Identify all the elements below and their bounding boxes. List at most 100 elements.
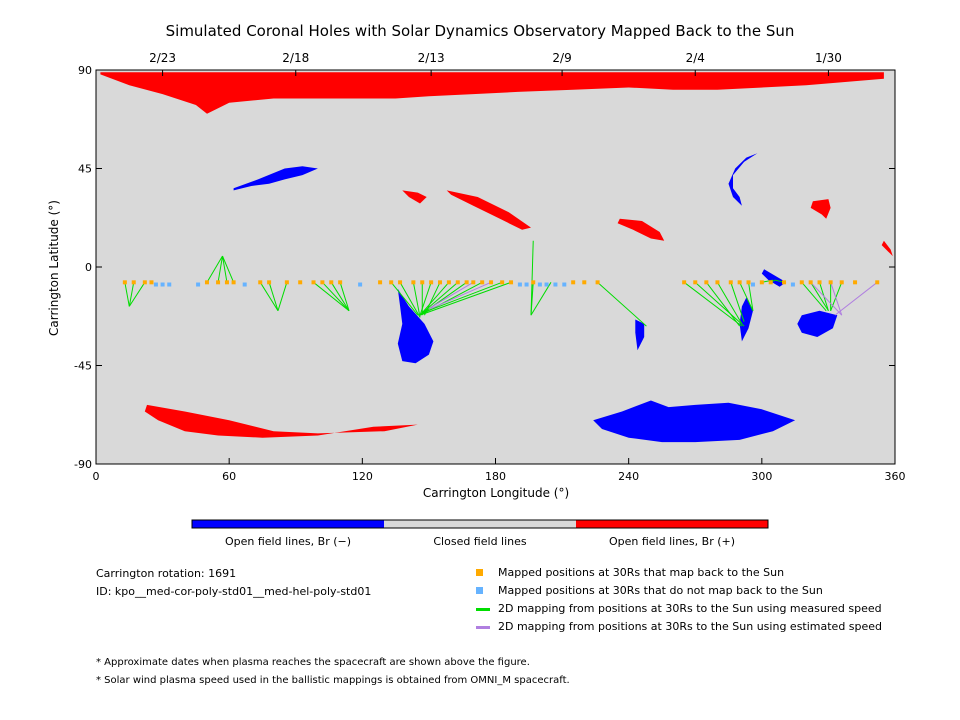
- point-mapped-back: [509, 280, 514, 285]
- x-tick-label: 300: [751, 470, 772, 483]
- point-mapped-back: [489, 280, 494, 285]
- coronal-hole-positive: [446, 190, 531, 230]
- mapping-line-measured: [313, 281, 350, 312]
- point-mapped-back: [420, 280, 425, 285]
- mapping-line-measured: [739, 282, 754, 311]
- mapping-line-measured: [810, 282, 829, 312]
- point-mapped-back: [853, 280, 858, 285]
- mapping-line-measured: [339, 282, 350, 311]
- y-tick-label: 90: [78, 64, 92, 77]
- point-mapped-back: [737, 280, 742, 285]
- coronal-hole-negative: [233, 166, 318, 191]
- point-mapped-back: [411, 280, 416, 285]
- point-mapped-back: [338, 280, 343, 285]
- mapping-line-estimated: [430, 281, 492, 310]
- point-not-mapped: [544, 282, 549, 287]
- mapping-line-measured: [421, 281, 459, 314]
- point-not-mapped: [358, 282, 363, 287]
- x-tick-label: 0: [93, 470, 100, 483]
- chart-title: Simulated Coronal Holes with Solar Dynam…: [165, 22, 795, 40]
- point-mapped-back: [500, 280, 505, 285]
- point-mapped-back: [216, 280, 221, 285]
- coronal-hole-positive: [100, 72, 884, 114]
- coronal-hole-positive: [881, 240, 893, 257]
- point-mapped-back: [704, 280, 709, 285]
- x-tick-label: 360: [885, 470, 906, 483]
- y-tick-label: -45: [74, 360, 92, 373]
- point-not-mapped: [242, 282, 247, 287]
- point-mapped-back: [799, 280, 804, 285]
- point-mapped-back: [571, 280, 576, 285]
- point-mapped-back: [817, 280, 822, 285]
- x-axis-label: Carrington Longitude (°): [422, 486, 570, 500]
- mapping-line-estimated: [810, 281, 843, 316]
- mapping-line-estimated: [834, 281, 878, 316]
- point-mapped-back: [429, 280, 434, 285]
- point-mapped-back: [875, 280, 880, 285]
- mapping-line-measured: [705, 282, 741, 327]
- coronal-hole-positive: [810, 199, 831, 219]
- point-mapped-back: [131, 280, 136, 285]
- mapping-line-measured: [422, 281, 503, 314]
- point-mapped-back: [298, 280, 303, 285]
- coronal-hole-negative: [739, 297, 753, 342]
- point-mapped-back: [438, 280, 443, 285]
- point-mapped-back: [378, 280, 383, 285]
- point-not-mapped: [167, 282, 172, 287]
- point-mapped-back: [455, 280, 460, 285]
- mapping-line-measured: [399, 282, 421, 318]
- colorbar-segment: [576, 520, 768, 528]
- legend-swatch-measured-speed: [476, 608, 490, 611]
- colorbar-segment: [384, 520, 576, 528]
- point-mapped-back: [582, 280, 587, 285]
- mapping-line-measured: [268, 282, 279, 311]
- point-mapped-back: [531, 280, 536, 285]
- mapping-line-measured: [419, 281, 512, 316]
- top-date-label: 2/23: [149, 51, 176, 65]
- point-mapped-back: [839, 280, 844, 285]
- top-date-label: 1/30: [815, 51, 842, 65]
- mapping-line-measured: [222, 255, 235, 283]
- point-mapped-back: [682, 280, 687, 285]
- point-mapped-back: [224, 280, 229, 285]
- x-tick-label: 60: [222, 470, 236, 483]
- point-mapped-back: [320, 280, 325, 285]
- point-not-mapped: [160, 282, 165, 287]
- coronal-hole-positive: [617, 218, 665, 241]
- point-mapped-back: [828, 280, 833, 285]
- point-mapped-back: [471, 280, 476, 285]
- colorbar-label-positive: Open field lines, Br (+): [608, 535, 736, 548]
- legend-label-not-mapped: Mapped positions at 30Rs that do not map…: [498, 584, 823, 597]
- point-mapped-back: [782, 280, 787, 285]
- legend-label-estimated-speed: 2D mapping from positions at 30Rs to the…: [498, 620, 883, 633]
- mapping-line-estimated: [428, 281, 474, 310]
- point-not-mapped: [153, 282, 158, 287]
- mapping-line-estimated: [830, 282, 843, 316]
- colorbar-label-closed: Closed field lines: [433, 535, 527, 548]
- mapping-line-measured: [330, 282, 350, 312]
- point-not-mapped: [524, 282, 529, 287]
- point-mapped-back: [715, 280, 720, 285]
- point-mapped-back: [746, 280, 751, 285]
- mapping-line-measured: [717, 282, 743, 325]
- mapping-line-measured: [390, 282, 419, 316]
- point-mapped-back: [808, 280, 813, 285]
- legend-swatch-estimated-speed: [476, 626, 490, 629]
- mapping-line-measured: [128, 282, 146, 307]
- colorbar-frame: [191, 519, 769, 529]
- mapping-line-measured: [412, 282, 421, 318]
- point-mapped-back: [231, 280, 236, 285]
- coronal-hole-negative: [397, 288, 434, 364]
- mapping-line-measured: [694, 281, 745, 327]
- colorbar-label-negative: Open field lines, Br (−): [224, 535, 352, 548]
- coronal-hole-positive: [402, 190, 427, 204]
- mapping-line-measured: [748, 282, 754, 311]
- y-tick-label: -90: [74, 458, 92, 471]
- footnote-dates: * Approximate dates when plasma reaches …: [96, 657, 530, 668]
- top-date-label: 2/4: [686, 51, 705, 65]
- point-mapped-back: [446, 280, 451, 285]
- point-mapped-back: [122, 280, 127, 285]
- point-mapped-back: [142, 280, 147, 285]
- y-axis-label: Carrington Latitude (°): [47, 200, 61, 336]
